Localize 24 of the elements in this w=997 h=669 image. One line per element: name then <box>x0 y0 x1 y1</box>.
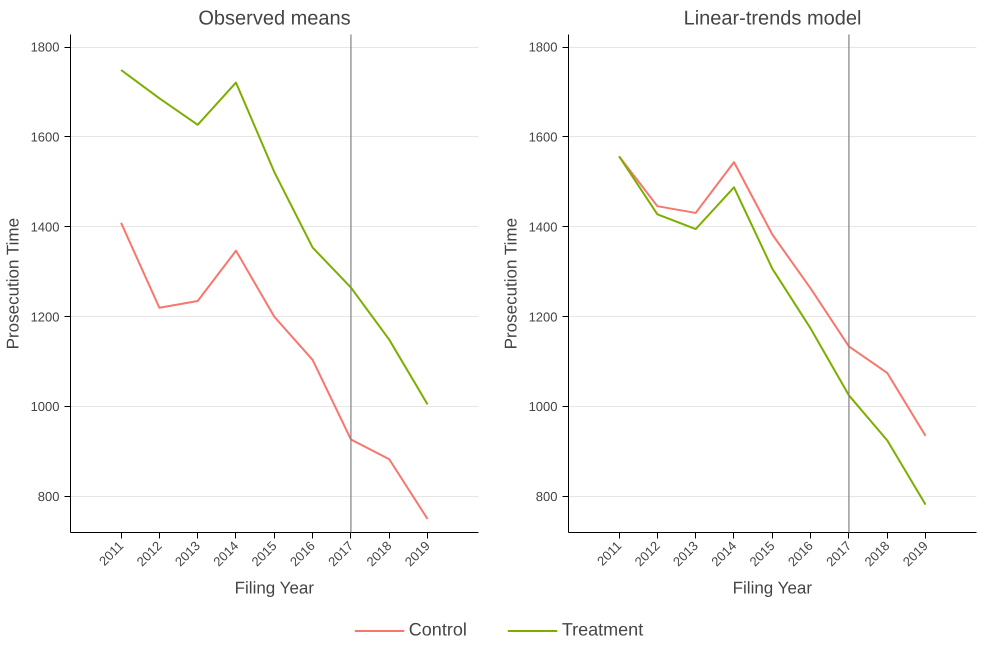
y-tick-label: 800 <box>536 489 558 504</box>
y-tick-label: 1600 <box>30 129 60 144</box>
chart-title: Linear-trends model <box>684 8 862 30</box>
line-series <box>618 155 927 437</box>
line-series <box>120 69 429 406</box>
y-tick-label: 1200 <box>30 309 60 324</box>
legend-label: Control <box>408 620 467 640</box>
y-tick-label: 1000 <box>30 399 60 414</box>
line-series <box>618 155 927 506</box>
y-tick-label: 1600 <box>528 129 558 144</box>
chart-title: Observed means <box>198 8 351 30</box>
y-axis-title: Prosecution Time <box>502 218 521 350</box>
x-axis-title: Filing Year <box>732 578 812 598</box>
y-tick-label: 1000 <box>528 399 558 414</box>
y-tick-label: 800 <box>38 489 60 504</box>
legend-label: Treatment <box>562 620 644 640</box>
y-tick-label: 1800 <box>30 40 60 55</box>
x-axis-title: Filing Year <box>234 578 314 598</box>
y-axis-title: Prosecution Time <box>4 218 23 350</box>
y-tick-label: 1400 <box>30 219 60 234</box>
y-tick-label: 1400 <box>528 219 558 234</box>
line-series <box>120 222 429 520</box>
y-tick-label: 1200 <box>528 309 558 324</box>
y-tick-label: 1800 <box>528 40 558 55</box>
